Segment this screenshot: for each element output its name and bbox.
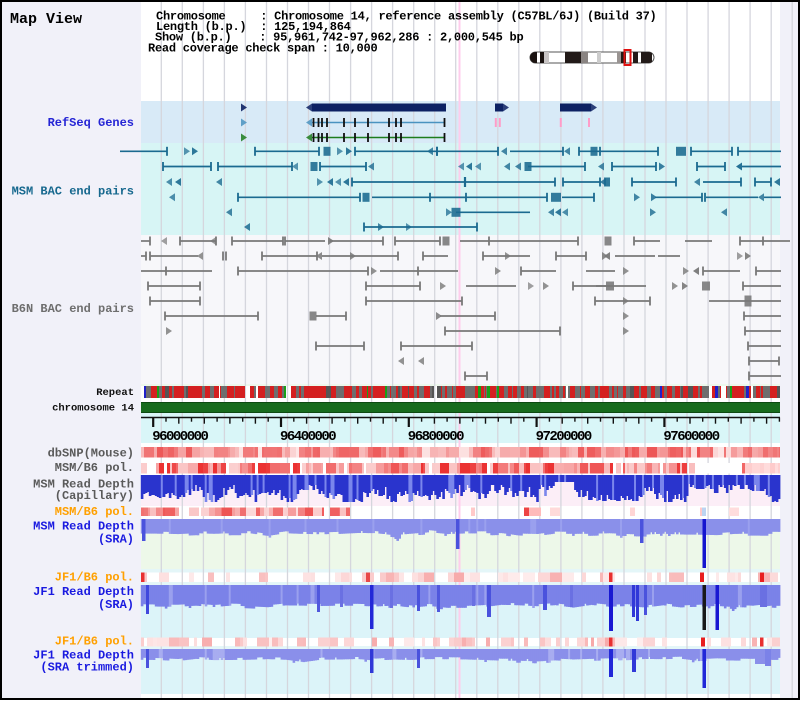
svg-text:MSM/B6 pol.: MSM/B6 pol.: [55, 505, 134, 519]
svg-text:(SRA): (SRA): [98, 533, 134, 547]
svg-text:MSM BAC end pairs: MSM BAC end pairs: [12, 185, 134, 199]
svg-text:MSM Read Depth: MSM Read Depth: [33, 478, 134, 492]
svg-text:B6N BAC end pairs: B6N BAC end pairs: [12, 302, 134, 316]
svg-text:dbSNP(Mouse): dbSNP(Mouse): [48, 447, 134, 461]
svg-text:Length (b.p.) : 125,194,864: Length (b.p.) : 125,194,864: [156, 20, 351, 34]
svg-text:96400000: 96400000: [280, 429, 336, 445]
svg-text:97200000: 97200000: [536, 429, 592, 445]
svg-text:RefSeq Genes: RefSeq Genes: [48, 116, 134, 130]
svg-text:JF1 Read Depth: JF1 Read Depth: [33, 585, 134, 599]
svg-text:MSM Read Depth: MSM Read Depth: [33, 520, 134, 534]
svg-text:97600000: 97600000: [663, 429, 719, 445]
svg-text:JF1 Read Depth: JF1 Read Depth: [33, 649, 134, 663]
svg-text:(SRA): (SRA): [98, 598, 134, 612]
svg-text:Chromosome : Chromosome 14: Chromosome : Chromosome 14, reference as…: [156, 9, 656, 23]
svg-text:(SRA trimmed): (SRA trimmed): [40, 661, 134, 675]
svg-text:Repeat: Repeat: [96, 387, 134, 399]
svg-text:Show (b.p.) : 95,961,742-97: Show (b.p.) : 95,961,742-97,962,286 : 2,…: [155, 31, 523, 45]
svg-text:JF1/B6 pol.: JF1/B6 pol.: [55, 635, 134, 649]
svg-text:96000000: 96000000: [152, 429, 208, 445]
svg-text:96800000: 96800000: [408, 429, 464, 445]
svg-text:Read coverage check span : 10,: Read coverage check span : 10,000: [148, 41, 377, 55]
svg-text:MSM/B6 pol.: MSM/B6 pol.: [55, 461, 134, 475]
svg-text:chromosome 14: chromosome 14: [52, 403, 134, 415]
svg-text:(Capillary): (Capillary): [55, 489, 134, 503]
svg-text:JF1/B6 pol.: JF1/B6 pol.: [55, 571, 134, 585]
svg-text:Map View: Map View: [10, 11, 82, 28]
